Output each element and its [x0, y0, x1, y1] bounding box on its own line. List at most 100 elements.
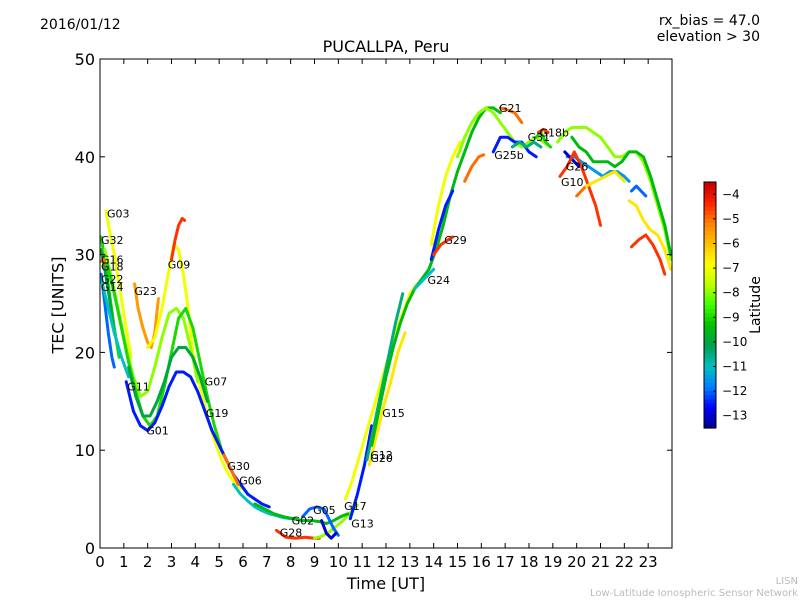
series-line-g27c — [630, 184, 648, 198]
series-label-g24: G24 — [428, 274, 451, 287]
series-line-g29c — [429, 140, 462, 247]
series-label-g07: G07 — [205, 376, 228, 389]
series-line-g30 — [222, 453, 240, 486]
x-tick-label: 12 — [376, 553, 395, 571]
y-axis-label: TEC [UNITS] — [48, 256, 68, 354]
colorbar-segment — [704, 300, 716, 306]
series-label-g02: G02 — [292, 515, 315, 528]
series-line-g02 — [253, 502, 350, 525]
colorbar-segment — [704, 239, 716, 245]
series-line-g18c — [537, 127, 550, 134]
colorbar-segment — [704, 362, 716, 368]
series-label-g12: G12 — [370, 449, 393, 462]
y-tick-label: 20 — [75, 343, 95, 362]
series-line-g10 — [558, 150, 602, 227]
colorbar-tick-label: −4 — [722, 187, 740, 201]
colorbar-segment — [704, 370, 716, 376]
series-line-g12 — [365, 292, 405, 462]
series-label-g28: G28 — [280, 526, 303, 539]
colorbar-segment — [704, 325, 716, 331]
colorbar-segment — [704, 243, 716, 249]
colorbar-segment — [704, 358, 716, 363]
colorbar-segment — [704, 399, 716, 404]
colorbar-tick-label: −11 — [722, 360, 747, 374]
series-line-g25b — [491, 135, 538, 159]
colorbar-border — [703, 181, 717, 429]
y-tick-label: 50 — [75, 50, 95, 69]
axes-ticks: 0 1 2 3 4 5 6 7 8 9 10 11 12 13 14 15 16 17 18 19 20 21 22 2301… — [75, 50, 672, 571]
colorbar-segment — [704, 296, 716, 302]
series-line-g10c — [584, 170, 626, 188]
series-line-g29 — [429, 189, 455, 261]
colorbar-segment — [704, 321, 716, 327]
chart-title: PUCALLPA, Peru — [322, 37, 450, 56]
colorbar-segment — [704, 272, 716, 277]
x-tick-label: 19 — [543, 553, 562, 571]
colorbar-tick-label: −5 — [722, 212, 740, 226]
colorbar-segment — [704, 423, 716, 429]
credit-long: Low-Latitude Ionospheric Sensor Network — [590, 588, 798, 599]
colorbar-segment — [704, 186, 716, 191]
x-tick-label: 5 — [214, 553, 224, 571]
colorbar-segment — [704, 280, 716, 286]
series-line-g31 — [510, 140, 543, 149]
colorbar-segment — [704, 227, 716, 232]
x-tick-label: 13 — [400, 553, 419, 571]
colorbar-segment — [704, 341, 716, 347]
series-label-g23: G23 — [134, 285, 157, 298]
colorbar-segment — [704, 415, 716, 421]
colorbar-segment — [704, 276, 716, 281]
elevation-label: elevation > 30 — [656, 29, 760, 45]
x-tick-label: 0 — [95, 553, 105, 571]
series-line-g03 — [104, 209, 133, 359]
series-label-g03: G03 — [107, 208, 130, 221]
colorbar-segment — [704, 395, 716, 400]
colorbar-segment — [704, 366, 716, 372]
series-label-g16: G16 — [101, 253, 124, 266]
colorbar-tick-label: −13 — [722, 409, 747, 423]
x-axis-label: Time [UT] — [346, 574, 426, 593]
x-tick-label: 18 — [519, 553, 538, 571]
series-label-g11: G11 — [127, 381, 150, 394]
colorbar-segment — [704, 313, 716, 318]
series-line-g09b — [170, 216, 187, 261]
colorbar-segment — [704, 198, 716, 204]
colorbar-segment — [704, 264, 716, 269]
x-tick-label: 4 — [191, 553, 201, 571]
series-line-g10b — [575, 184, 588, 198]
series-line-g14 — [99, 277, 131, 379]
colorbar-segment — [704, 247, 716, 253]
series-label-g06: G06 — [239, 475, 262, 488]
colorbar-segment — [704, 194, 716, 199]
series-line-g26b — [570, 135, 673, 257]
colorbar-segment — [704, 292, 716, 298]
x-tick-label: 6 — [238, 553, 248, 571]
series-label-g32: G32 — [101, 234, 124, 247]
series-label-g31: G31 — [528, 131, 551, 144]
colorbar-tick-label: −9 — [722, 310, 740, 324]
colorbar-segment — [704, 378, 716, 384]
series-line-g05 — [301, 505, 340, 537]
series-label-g30: G30 — [227, 460, 250, 473]
colorbar-segment — [704, 317, 716, 322]
series-line-g05b — [320, 519, 338, 540]
series-layer — [99, 106, 673, 540]
series-label-g10: G10 — [561, 176, 584, 189]
series-line-g29b — [432, 235, 455, 257]
colorbar-segment — [704, 259, 716, 265]
x-tick-label: 21 — [591, 553, 610, 571]
colorbar-segment — [704, 255, 716, 261]
colorbar-segment — [704, 231, 716, 236]
colorbar-segment — [704, 214, 716, 220]
y-tick-label: 0 — [85, 539, 95, 558]
colorbar-segment — [704, 288, 716, 294]
x-tick-label: 7 — [262, 553, 272, 571]
series-line-g07 — [127, 346, 209, 418]
series-label-g25b: G25b — [494, 149, 524, 162]
colorbar-tick-label: −12 — [722, 384, 747, 398]
series-line-g24 — [413, 267, 436, 291]
series-label-g19: G19 — [206, 407, 229, 420]
series-label-g18: G18 — [101, 260, 124, 273]
